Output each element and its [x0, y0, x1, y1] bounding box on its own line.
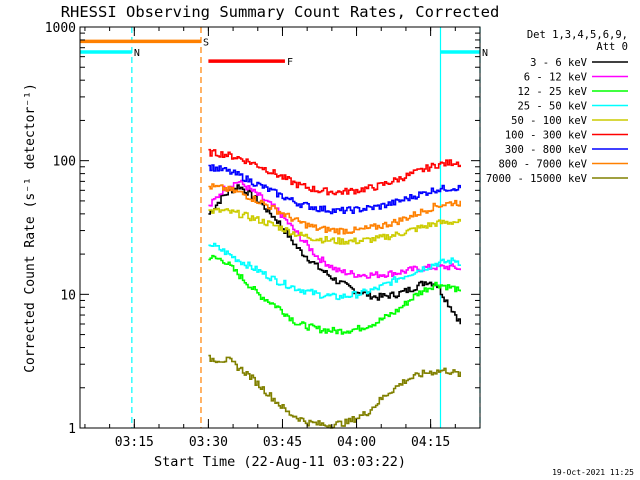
x-tick-label: 03:30	[189, 435, 228, 450]
date-stamp: 19-Oct-2021 11:25	[552, 468, 634, 477]
series-line-5	[208, 148, 462, 196]
y-tick-label: 1000	[45, 21, 76, 36]
plot-frame	[79, 26, 481, 429]
state-bar-label-1: N	[134, 48, 140, 59]
y-tick-label: 10	[60, 288, 76, 303]
state-bar-label-2: N	[482, 48, 488, 59]
series-line-6	[208, 164, 462, 215]
state-bar-label-0: S	[203, 37, 209, 48]
legend-label-8: 7000 - 15000 keV	[486, 173, 588, 185]
x-axis-label: Start Time (22-Aug-11 03:03:22)	[154, 454, 406, 470]
chart-title: RHESSI Observing Summary Count Rates, Co…	[61, 3, 500, 21]
x-tick-label: 03:15	[115, 435, 154, 450]
y-tick-label: 100	[53, 155, 76, 170]
x-tick-label: 04:15	[411, 435, 450, 450]
series-line-3	[208, 242, 462, 301]
legend-label-6: 300 - 800 keV	[505, 144, 588, 156]
legend-header-line-1: Det 1,3,4,5,6,9,	[527, 29, 628, 41]
data-layer: S N N F	[80, 27, 488, 429]
series-line-4	[208, 207, 462, 245]
y-tick-label: 1	[68, 422, 76, 437]
legend-label-2: 12 - 25 keV	[517, 86, 587, 98]
x-tick-label: 03:45	[263, 435, 302, 450]
axes-layer: 1 10 100 1000 03:15 03:30 03:45 04:00 04:15	[45, 21, 481, 450]
x-tick-label: 04:00	[337, 435, 376, 450]
legend-label-4: 50 - 100 keV	[511, 115, 588, 127]
legend: 3 - 6 keV 6 - 12 keV 12 - 25 keV 25 - 50 ke…	[486, 57, 628, 185]
state-bar-label-3: F	[287, 57, 293, 68]
series-line-0	[208, 184, 462, 325]
legend-label-7: 800 - 7000 keV	[498, 159, 587, 171]
legend-label-1: 6 - 12 keV	[524, 72, 588, 84]
legend-label-5: 100 - 300 keV	[505, 130, 588, 142]
series-line-8	[208, 354, 462, 429]
legend-label-0: 3 - 6 keV	[530, 57, 588, 69]
series-line-7	[208, 183, 462, 235]
legend-label-3: 25 - 50 keV	[517, 101, 587, 113]
legend-header-line-2: Att 0	[596, 41, 628, 53]
series-line-2	[208, 254, 462, 335]
y-axis-label: Corrected Count Rate (s⁻¹ detector⁻¹)	[23, 83, 38, 373]
